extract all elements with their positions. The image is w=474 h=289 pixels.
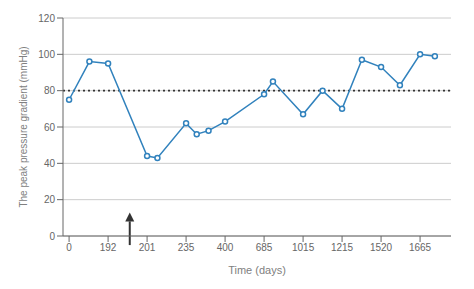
svg-text:192: 192: [100, 242, 117, 253]
svg-text:0: 0: [49, 231, 55, 242]
svg-text:Time (days): Time (days): [228, 264, 286, 276]
svg-text:1520: 1520: [370, 242, 393, 253]
svg-text:1015: 1015: [292, 242, 315, 253]
svg-text:60: 60: [44, 122, 56, 133]
svg-text:100: 100: [38, 49, 55, 60]
svg-text:0: 0: [66, 242, 72, 253]
svg-text:20: 20: [44, 194, 56, 205]
svg-text:201: 201: [139, 242, 156, 253]
svg-text:80: 80: [44, 85, 56, 96]
svg-text:685: 685: [256, 242, 273, 253]
svg-text:120: 120: [38, 13, 55, 24]
svg-text:1665: 1665: [409, 242, 432, 253]
svg-text:1215: 1215: [331, 242, 354, 253]
svg-text:40: 40: [44, 158, 56, 169]
svg-text:235: 235: [178, 242, 195, 253]
svg-text:The peak pressure gradient (mm: The peak pressure gradient (mmHg): [18, 46, 29, 207]
svg-text:400: 400: [217, 242, 234, 253]
